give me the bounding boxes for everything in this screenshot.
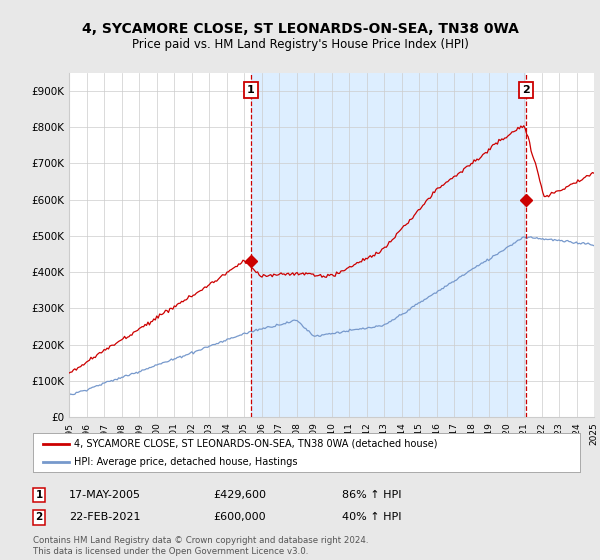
Text: 2: 2	[35, 512, 43, 522]
Text: 4, SYCAMORE CLOSE, ST LEONARDS-ON-SEA, TN38 0WA: 4, SYCAMORE CLOSE, ST LEONARDS-ON-SEA, T…	[82, 22, 518, 36]
Text: 40% ↑ HPI: 40% ↑ HPI	[342, 512, 402, 522]
Text: 17-MAY-2005: 17-MAY-2005	[69, 490, 141, 500]
Text: 1: 1	[35, 490, 43, 500]
Text: 1: 1	[247, 85, 254, 95]
Text: 4, SYCAMORE CLOSE, ST LEONARDS-ON-SEA, TN38 0WA (detached house): 4, SYCAMORE CLOSE, ST LEONARDS-ON-SEA, T…	[74, 438, 437, 449]
Text: This data is licensed under the Open Government Licence v3.0.: This data is licensed under the Open Gov…	[33, 547, 308, 556]
Text: Price paid vs. HM Land Registry's House Price Index (HPI): Price paid vs. HM Land Registry's House …	[131, 38, 469, 50]
Text: Contains HM Land Registry data © Crown copyright and database right 2024.: Contains HM Land Registry data © Crown c…	[33, 536, 368, 545]
Text: 22-FEB-2021: 22-FEB-2021	[69, 512, 141, 522]
Bar	[251, 73, 526, 417]
Text: £600,000: £600,000	[214, 512, 266, 522]
Text: 2: 2	[523, 85, 530, 95]
Text: £429,600: £429,600	[214, 490, 266, 500]
Text: HPI: Average price, detached house, Hastings: HPI: Average price, detached house, Hast…	[74, 457, 298, 467]
Text: 86% ↑ HPI: 86% ↑ HPI	[342, 490, 402, 500]
